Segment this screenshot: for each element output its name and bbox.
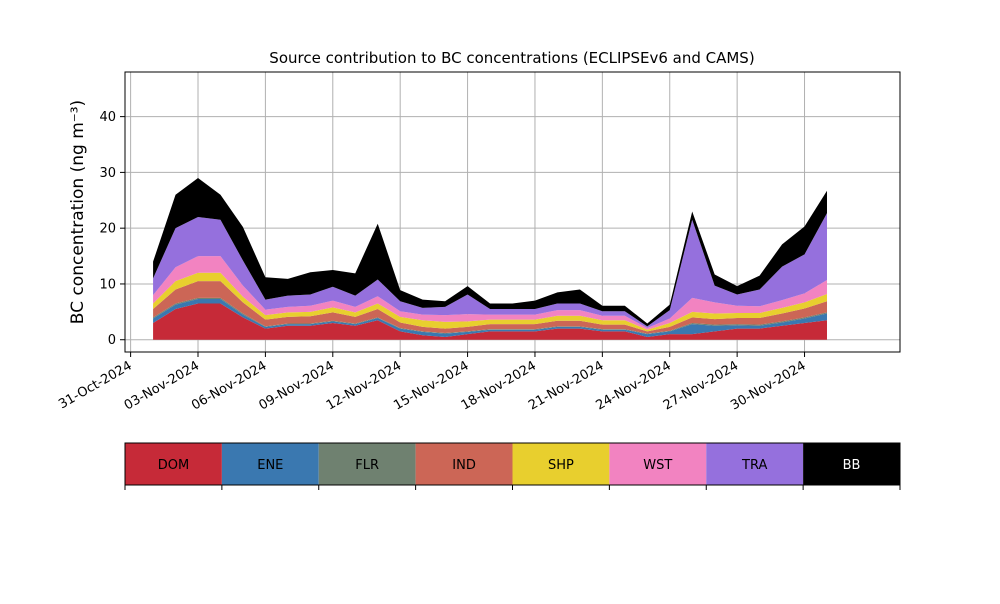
legend-label-ene: ENE (257, 458, 283, 473)
legend-swatch-tra (706, 443, 804, 485)
y-tick-label: 0 (108, 333, 116, 348)
legend-label-flr: FLR (355, 458, 379, 473)
plot-frame (124, 71, 901, 353)
legend-swatch-ind (415, 443, 513, 485)
legend-swatch-wst (609, 443, 707, 485)
area-bb (153, 177, 827, 327)
legend-label-dom: DOM (158, 458, 189, 473)
area-ind (153, 281, 827, 334)
legend-label-bb: BB (843, 458, 861, 473)
legend-swatch-bb (803, 443, 900, 485)
y-axis-label: BC concentration (ng m⁻³) (68, 100, 88, 324)
y-tick-label: 10 (99, 277, 116, 292)
y-tick-label: 20 (99, 222, 116, 237)
area-tra (153, 213, 827, 329)
legend-label-shp: SHP (548, 458, 574, 473)
area-dom (153, 303, 827, 340)
area-ene (153, 299, 827, 337)
legend-swatch-flr (318, 443, 416, 485)
area-series (153, 177, 827, 340)
y-tick-label: 40 (99, 110, 116, 125)
legend-swatch-dom (125, 443, 222, 485)
legend-swatch-shp (512, 443, 610, 485)
area-wst (153, 256, 827, 330)
legend-label-wst: WST (643, 458, 672, 473)
legend-label-ind: IND (452, 458, 476, 473)
y-tick-label: 30 (99, 166, 116, 181)
legend-swatch-ene (221, 443, 319, 485)
legend-colorbar: DOM ENE FLR IND SHP WST TRA BB (124, 442, 901, 490)
chart-title: Source contribution to BC concentrations… (269, 49, 754, 67)
legend-label-tra: TRA (741, 458, 767, 473)
